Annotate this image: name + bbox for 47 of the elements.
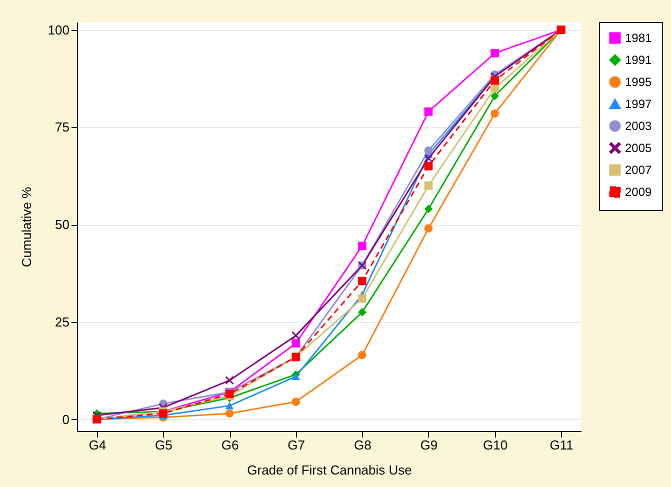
legend-label: 2009 [625,185,652,199]
point [424,107,433,116]
point [358,308,366,316]
point [424,154,433,163]
point [424,181,433,190]
x-tick-label: G8 [354,438,372,452]
point [225,376,234,385]
point [424,162,433,170]
point [225,402,234,410]
point [358,350,366,360]
x-tick-label: G9 [420,438,438,452]
point [490,84,499,92]
y-axis-title: Cumulative % [18,186,34,268]
x-tick-label: G7 [288,438,306,452]
x-tick-label: G10 [483,438,508,452]
point [490,76,499,85]
point [424,146,433,155]
point [292,331,300,340]
legend-label: 1981 [625,31,652,45]
point [358,276,366,286]
y-tick-label: 100 [48,22,70,38]
point [490,48,499,58]
x-tick-label: G5 [155,438,172,452]
legend-label: 2007 [625,163,652,177]
point [424,224,433,233]
y-tick-label: 50 [55,217,70,232]
x-tick-label: G11 [550,438,574,452]
point [424,204,433,214]
x-tick-label: G4 [88,438,106,452]
point [292,398,300,406]
point [490,92,499,100]
point [490,109,499,118]
point [225,409,234,418]
legend-label: 2003 [625,119,652,133]
y-tick-label: 75 [55,120,70,135]
y-tick-label: 0 [62,412,70,427]
x-tick-label: G6 [221,438,239,452]
legend-label: 1997 [625,97,652,111]
legend-label: 1991 [625,53,652,67]
legend-label: 2005 [625,141,652,155]
point [358,242,366,250]
legend-label: 1995 [625,75,652,89]
point [358,294,366,303]
x-axis-title: Grade of First Cannabis Use [247,462,412,478]
point [292,339,300,348]
y-tick-label: 25 [55,314,70,330]
point [292,372,300,380]
